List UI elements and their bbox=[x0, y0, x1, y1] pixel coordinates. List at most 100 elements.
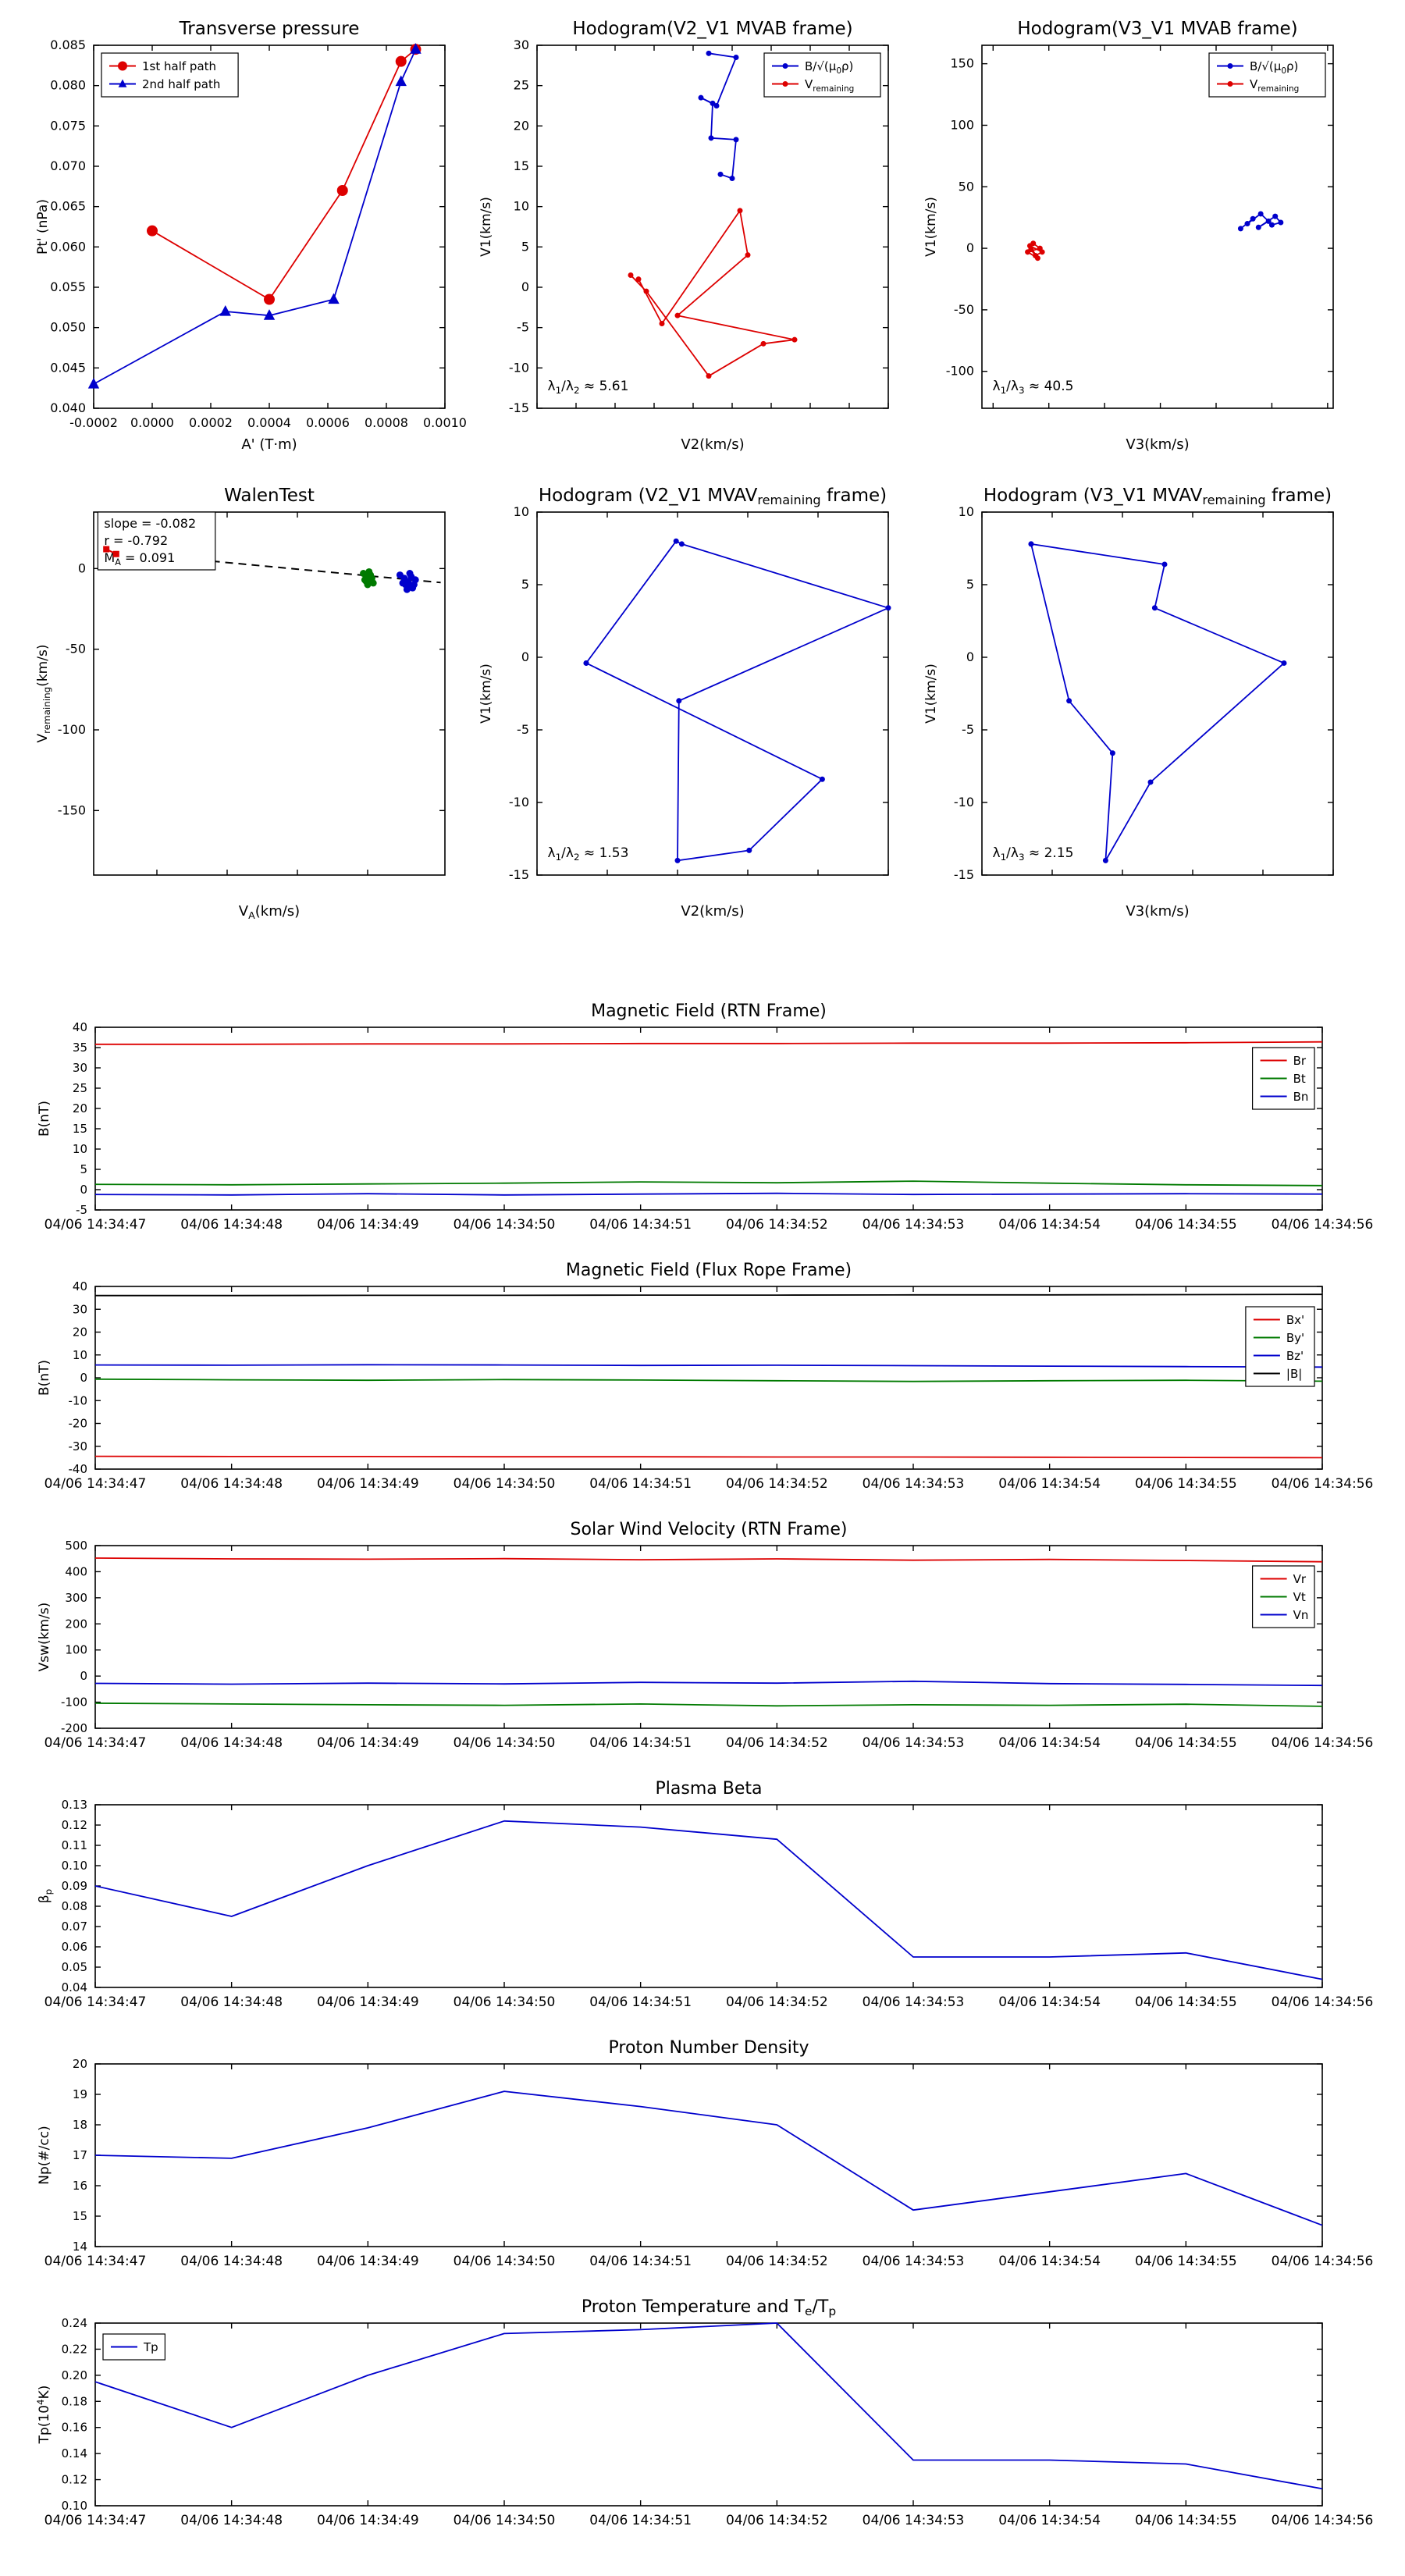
y-tick-label: 15 bbox=[514, 158, 529, 173]
y-tick-label: 0 bbox=[966, 649, 974, 664]
x-tick-label: 0.0002 bbox=[189, 415, 233, 430]
y-axis-label: V1(km/s) bbox=[478, 664, 494, 724]
panel-title: Hodogram(V3_V1 MVAB frame) bbox=[1017, 19, 1297, 39]
x-tick-label: 04/06 14:34:52 bbox=[726, 1994, 828, 2010]
panel-hodogram-v3v1-mvab: Hodogram(V3_V1 MVAB frame) -100 -50 0 50 100 1… bbox=[923, 19, 1334, 453]
x-tick-label: 04/06 14:34:54 bbox=[998, 1217, 1101, 1233]
legend-label: Vr bbox=[1293, 1572, 1307, 1586]
legend-label: |B| bbox=[1286, 1367, 1302, 1381]
x-tick-label: 04/06 14:34:51 bbox=[589, 1217, 692, 1233]
y-tick-label: 10 bbox=[514, 199, 529, 214]
y-tick-label: 16 bbox=[73, 2179, 87, 2193]
panel-title: Proton Number Density bbox=[609, 2038, 809, 2058]
y-tick-label: 0.11 bbox=[62, 1838, 87, 1852]
x-tick-label: 04/06 14:34:56 bbox=[1272, 1735, 1374, 1751]
axes-frame bbox=[94, 1026, 1323, 1211]
y-tick-label: -100 bbox=[946, 364, 974, 379]
y-tick-label: 0.085 bbox=[50, 37, 86, 52]
y-tick-label: 0 bbox=[80, 1371, 87, 1385]
y-tick-label: 150 bbox=[950, 56, 974, 71]
y-tick-label: 0.065 bbox=[50, 199, 86, 214]
y-tick-label: 0.12 bbox=[62, 1818, 87, 1832]
y-tick-label: 100 bbox=[65, 1643, 87, 1657]
x-tick-label: 04/06 14:34:51 bbox=[589, 2254, 692, 2269]
y-tick-label: -5 bbox=[76, 1203, 87, 1217]
annotation: λ1/λ2 ≈ 5.61 bbox=[548, 379, 629, 396]
y-tick-label: 0.09 bbox=[62, 1879, 87, 1893]
x-tick-label: 04/06 14:34:53 bbox=[863, 1476, 965, 1492]
axes-frame bbox=[94, 1545, 1323, 1729]
axes-frame bbox=[94, 2322, 1323, 2507]
y-tick-label: 0.075 bbox=[50, 118, 86, 133]
y-axis-label: Vsw(km/s) bbox=[37, 1603, 52, 1672]
y-tick-label: 10 bbox=[73, 1348, 87, 1362]
panel-hodogram-v2v1-mvav: Hodogram (V2_V1 MVAVremaining frame) -15 -… bbox=[478, 486, 891, 920]
axes-frame bbox=[94, 2063, 1323, 2247]
y-tick-label: 400 bbox=[65, 1564, 87, 1578]
x-tick-label: 0.0010 bbox=[423, 415, 467, 430]
series-np bbox=[94, 2090, 1323, 2226]
y-tick-label: -10 bbox=[509, 360, 529, 375]
y-tick-label: 10 bbox=[514, 504, 529, 519]
x-tick-label: 0.0000 bbox=[130, 415, 174, 430]
x-tick-label: 0.0008 bbox=[365, 415, 408, 430]
x-tick-label: 04/06 14:34:52 bbox=[726, 1217, 828, 1233]
y-tick-label: 35 bbox=[73, 1041, 87, 1055]
x-tick-label: 04/06 14:34:47 bbox=[44, 1217, 147, 1233]
y-tick-label: 0 bbox=[80, 1669, 87, 1683]
legend-label: Tp bbox=[143, 2340, 158, 2354]
y-tick-label: 5 bbox=[521, 239, 529, 254]
y-tick-label: -100 bbox=[58, 722, 86, 737]
y-tick-label: 100 bbox=[950, 117, 974, 132]
y-axis-label: V1(km/s) bbox=[923, 197, 939, 257]
annotation: λ1/λ3 ≈ 40.5 bbox=[993, 379, 1074, 396]
y-tick-label: 0.16 bbox=[62, 2421, 87, 2435]
legend: B/√(μ0ρ)Vremaining bbox=[1208, 52, 1326, 98]
x-axis-label: A' (T·m) bbox=[241, 436, 297, 453]
panel-title: Hodogram (V2_V1 MVAVremaining frame) bbox=[539, 486, 887, 507]
x-axis-label: V3(km/s) bbox=[1126, 903, 1189, 920]
x-tick-label: 04/06 14:34:55 bbox=[1135, 2513, 1237, 2528]
axes-frame bbox=[981, 511, 1334, 876]
series-b-mag bbox=[95, 1293, 1323, 1297]
y-tick-label: -20 bbox=[69, 1417, 88, 1431]
panel-title: Magnetic Field (RTN Frame) bbox=[591, 1002, 827, 1021]
x-tick-label: 04/06 14:34:50 bbox=[454, 2513, 556, 2528]
panel-transverse-pressure: Transverse pressure -0.0002 0.0000 0.0002 0.… bbox=[35, 19, 467, 453]
y-tick-label: 0 bbox=[78, 560, 86, 575]
legend: Tp bbox=[102, 2333, 166, 2361]
y-tick-label: -15 bbox=[954, 867, 974, 882]
y-tick-label: 0.070 bbox=[50, 158, 86, 173]
x-tick-label: -0.0002 bbox=[69, 415, 118, 430]
y-tick-label: 40 bbox=[73, 1020, 87, 1034]
y-tick-label: 500 bbox=[65, 1539, 87, 1553]
legend-label: Bt bbox=[1293, 1072, 1306, 1086]
y-tick-label: 20 bbox=[514, 118, 529, 133]
y-tick-label: -5 bbox=[517, 320, 529, 335]
panel-title: Magnetic Field (Flux Rope Frame) bbox=[566, 1261, 852, 1280]
y-tick-label: -15 bbox=[509, 867, 529, 882]
annotation-line: slope = -0.082 bbox=[104, 516, 196, 531]
x-tick-label: 04/06 14:34:48 bbox=[180, 1217, 283, 1233]
series-b-alfven bbox=[700, 52, 737, 180]
y-tick-label: 200 bbox=[65, 1617, 87, 1631]
axes-frame bbox=[93, 511, 446, 876]
y-tick-label: 0.05 bbox=[62, 1960, 87, 1974]
y-tick-label: -50 bbox=[66, 642, 86, 656]
axes-frame bbox=[94, 1286, 1323, 1470]
x-tick-label: 04/06 14:34:47 bbox=[44, 1994, 147, 2010]
y-tick-label: 5 bbox=[966, 577, 974, 592]
x-tick-label: 04/06 14:34:47 bbox=[44, 2513, 147, 2528]
y-tick-label: 0 bbox=[521, 279, 529, 294]
panel-title: Proton Temperature and Te/Tp bbox=[582, 2297, 836, 2318]
x-tick-label: 04/06 14:34:48 bbox=[180, 1994, 283, 2010]
y-tick-label: 0.045 bbox=[50, 360, 86, 375]
annotation: λ1/λ3 ≈ 2.15 bbox=[993, 845, 1074, 863]
axes-frame bbox=[94, 1804, 1323, 1988]
x-tick-label: 04/06 14:34:52 bbox=[726, 1476, 828, 1492]
y-tick-label: 40 bbox=[73, 1279, 87, 1293]
y-tick-label: 0.080 bbox=[50, 78, 86, 93]
legend-label: Vremaining bbox=[1250, 77, 1299, 94]
x-tick-label: 04/06 14:34:50 bbox=[454, 2254, 556, 2269]
y-axis-label: V1(km/s) bbox=[478, 197, 494, 257]
